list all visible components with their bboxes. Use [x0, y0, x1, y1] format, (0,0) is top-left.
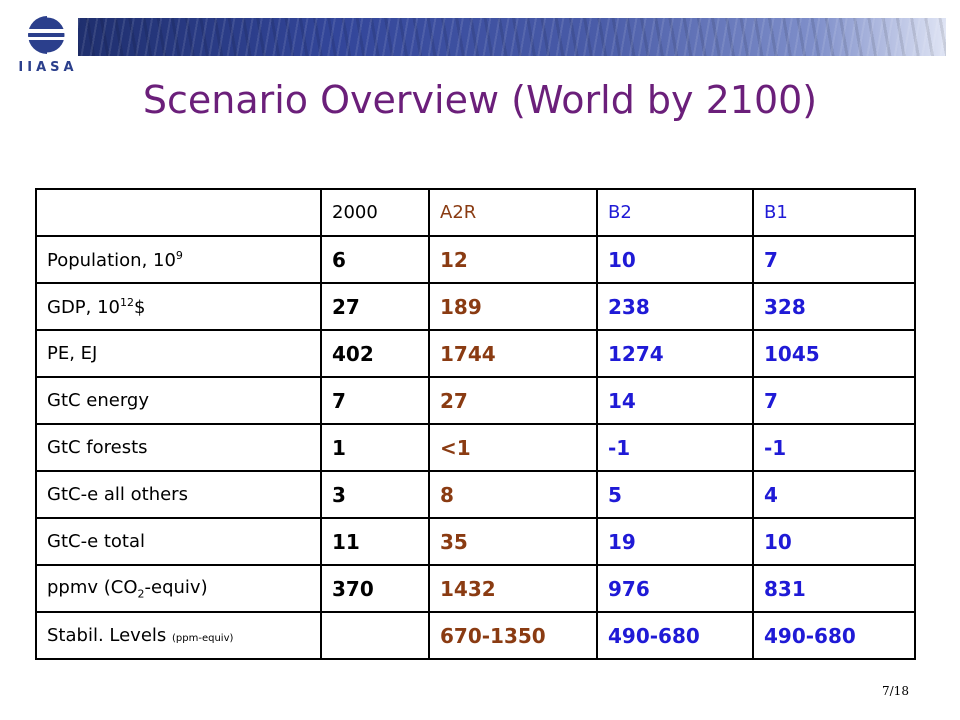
table-cell: 8: [428, 470, 598, 519]
logo-text: IIASA: [18, 60, 78, 75]
header-cell-empty: [35, 188, 322, 237]
table-row: Stabil. Levels (ppm-equiv) 670-1350 490-…: [35, 611, 916, 660]
table-row: ppmv (CO2-equiv) 370 1432 976 831: [35, 564, 916, 613]
table-cell: <1: [428, 423, 598, 472]
table-row: GDP, 1012$ 27 189 238 328: [35, 282, 916, 331]
table-cell: 1274: [596, 329, 754, 378]
table-cell: 11: [320, 517, 430, 566]
table-cell: 238: [596, 282, 754, 331]
table-cell: 976: [596, 564, 754, 613]
table-cell: 189: [428, 282, 598, 331]
table-cell: [320, 611, 430, 660]
table-row: GtC-e total 11 35 19 10: [35, 517, 916, 566]
table-cell: 402: [320, 329, 430, 378]
row-label-gtc-forests: GtC forests: [35, 423, 322, 472]
table-row: GtC energy 7 27 14 7: [35, 376, 916, 425]
table-cell: 7: [752, 376, 916, 425]
header-cell-2000: 2000: [320, 188, 430, 237]
table-row: GtC forests 1 <1 -1 -1: [35, 423, 916, 472]
globe-icon: [28, 14, 68, 56]
table-cell: 12: [428, 235, 598, 284]
table-cell: 35: [428, 517, 598, 566]
table-row: PE, EJ 402 1744 1274 1045: [35, 329, 916, 378]
row-label-gtc-e-others: GtC-e all others: [35, 470, 322, 519]
table-cell: 1432: [428, 564, 598, 613]
table-header-row: 2000 A2R B2 B1: [35, 188, 916, 237]
header-cell-b1: B1: [752, 188, 916, 237]
table-cell: 27: [320, 282, 430, 331]
header-cell-b2: B2: [596, 188, 754, 237]
table-cell: -1: [596, 423, 754, 472]
row-label-ppmv: ppmv (CO2-equiv): [35, 564, 322, 613]
table-cell: 7: [752, 235, 916, 284]
table-cell: 10: [752, 517, 916, 566]
table-cell: 27: [428, 376, 598, 425]
header-banner: [78, 18, 946, 56]
table-cell: 5: [596, 470, 754, 519]
table-cell: 7: [320, 376, 430, 425]
row-label-pe: PE, EJ: [35, 329, 322, 378]
table-cell: 490-680: [596, 611, 754, 660]
slide-title: Scenario Overview (World by 2100): [142, 78, 818, 122]
table-cell: 670-1350: [428, 611, 598, 660]
scenario-table: 2000 A2R B2 B1 Population, 109 6 12 10 7…: [35, 188, 916, 660]
row-label-population: Population, 109: [35, 235, 322, 284]
table-cell: 490-680: [752, 611, 916, 660]
row-label-gtc-energy: GtC energy: [35, 376, 322, 425]
table-cell: 370: [320, 564, 430, 613]
table-cell: 4: [752, 470, 916, 519]
table-cell: 3: [320, 470, 430, 519]
header-cell-a2r: A2R: [428, 188, 598, 237]
page-number: 7/18: [882, 684, 909, 698]
table-cell: 1744: [428, 329, 598, 378]
row-label-gdp: GDP, 1012$: [35, 282, 322, 331]
table-cell: 328: [752, 282, 916, 331]
row-label-gtc-e-total: GtC-e total: [35, 517, 322, 566]
table-cell: 19: [596, 517, 754, 566]
table-cell: 1: [320, 423, 430, 472]
table-row: GtC-e all others 3 8 5 4: [35, 470, 916, 519]
table-cell: -1: [752, 423, 916, 472]
table-cell: 10: [596, 235, 754, 284]
table-cell: 6: [320, 235, 430, 284]
table-cell: 831: [752, 564, 916, 613]
table-cell: 1045: [752, 329, 916, 378]
iiasa-logo: IIASA: [18, 14, 78, 78]
table-row: Population, 109 6 12 10 7: [35, 235, 916, 284]
table-cell: 14: [596, 376, 754, 425]
row-label-stabil-levels: Stabil. Levels (ppm-equiv): [35, 611, 322, 660]
